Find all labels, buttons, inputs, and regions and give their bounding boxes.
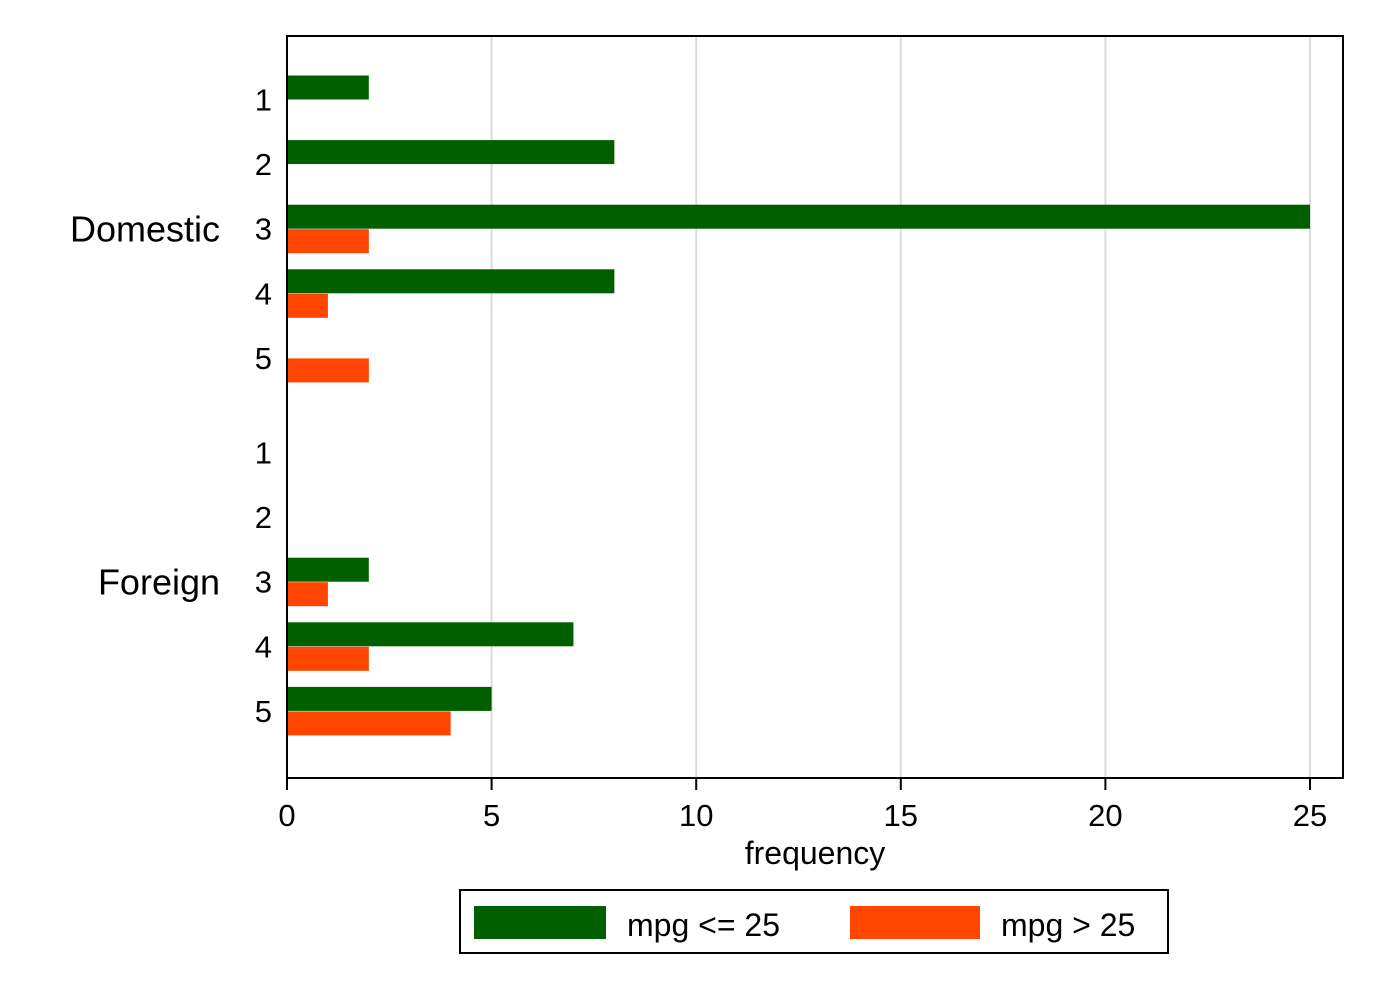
x-tick-label: 10 xyxy=(679,798,713,833)
y-tick-label: 4 xyxy=(255,276,272,311)
y-tick-label: 1 xyxy=(255,436,272,471)
x-tick-label: 20 xyxy=(1088,798,1122,833)
bar-series-1 xyxy=(287,140,615,165)
x-tick-label: 0 xyxy=(278,798,295,833)
group-label: Foreign xyxy=(98,562,220,603)
y-tick-label: 5 xyxy=(255,694,272,729)
y-tick-labels: 1 2 3 4 5 1 2 3 4 5 xyxy=(255,83,272,729)
bar-series-1 xyxy=(287,622,574,647)
group-labels: Domestic Foreign xyxy=(70,209,220,603)
y-tick-label: 2 xyxy=(255,147,272,182)
grid-lines xyxy=(490,36,1311,778)
y-tick-label: 5 xyxy=(255,341,272,376)
x-axis: 0 5 10 15 20 25 xyxy=(278,778,1327,833)
bar-series-1 xyxy=(287,686,492,711)
legend-swatch-series-1 xyxy=(474,906,606,939)
bar-series-2 xyxy=(287,711,451,736)
bar-series-2 xyxy=(287,229,369,254)
bar-series-1 xyxy=(287,204,1310,229)
bar-series-1 xyxy=(287,75,369,100)
y-tick-label: 1 xyxy=(255,83,272,118)
legend-label-series-1: mpg <= 25 xyxy=(627,907,780,943)
x-axis-title: frequency xyxy=(745,835,886,871)
y-tick-label: 2 xyxy=(255,500,272,535)
x-tick-label: 25 xyxy=(1293,798,1327,833)
bar-series-1 xyxy=(287,557,369,582)
bar-series-1 xyxy=(287,269,615,294)
plot-frame xyxy=(286,35,1344,779)
x-tick-label: 5 xyxy=(483,798,500,833)
y-tick-label: 3 xyxy=(255,565,272,600)
bars xyxy=(287,75,1310,736)
x-tick-label: 15 xyxy=(884,798,918,833)
y-tick-label: 3 xyxy=(255,212,272,247)
y-tick-label: 4 xyxy=(255,629,272,664)
legend-label-series-2: mpg > 25 xyxy=(1001,907,1135,943)
bar-series-2 xyxy=(287,582,328,607)
bar-series-2 xyxy=(287,293,328,318)
group-label: Domestic xyxy=(70,209,220,250)
legend: mpg <= 25 mpg > 25 xyxy=(459,889,1169,954)
bar-series-2 xyxy=(287,646,369,671)
bar-series-2 xyxy=(287,358,369,383)
legend-swatch-series-2 xyxy=(850,906,980,939)
